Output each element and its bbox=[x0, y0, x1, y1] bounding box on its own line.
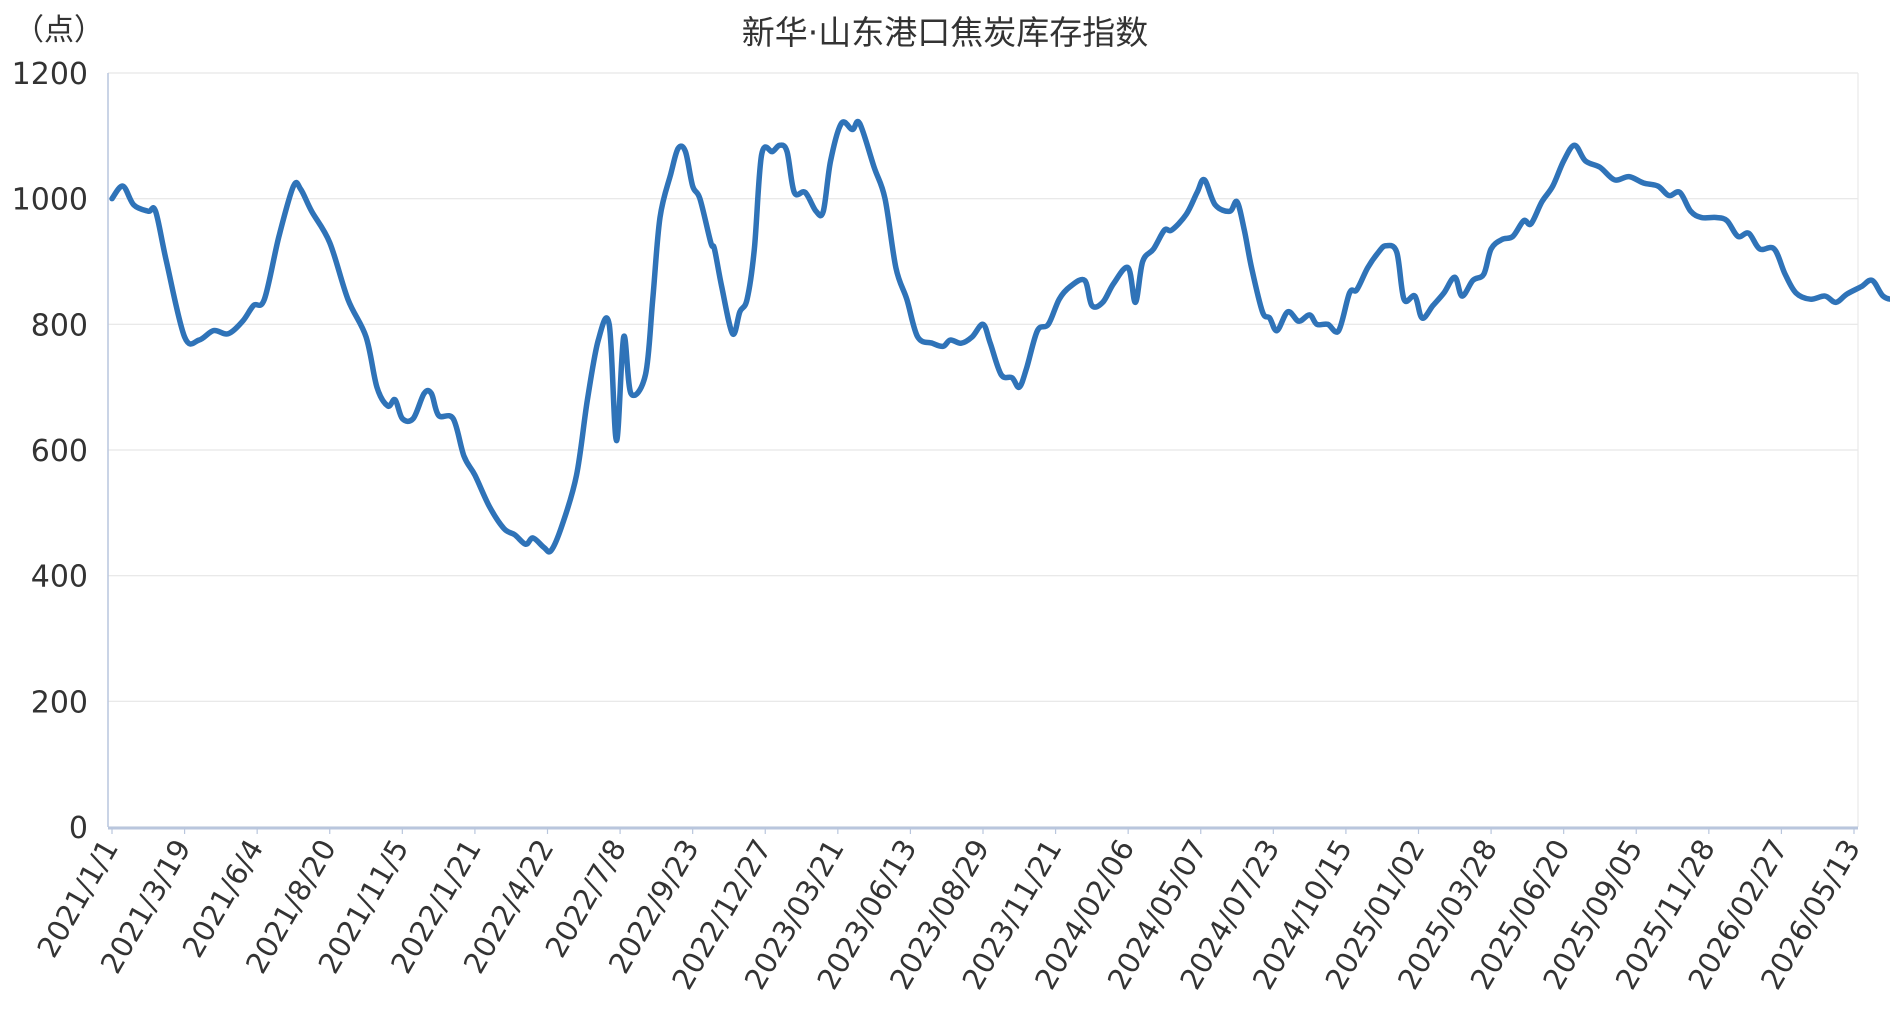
x-axis-ticks: 2021/1/12021/3/192021/6/42021/8/202021/1… bbox=[30, 828, 1867, 995]
y-tick-label: 800 bbox=[31, 308, 88, 343]
series-layer bbox=[109, 118, 1890, 555]
y-tick-label: 1200 bbox=[12, 57, 88, 92]
y-unit-label: （点） bbox=[14, 13, 104, 48]
chart-title: 新华·山东港口焦炭库存指数 bbox=[742, 13, 1149, 52]
y-tick-label: 0 bbox=[69, 811, 88, 846]
y-tick-label: 600 bbox=[31, 434, 88, 469]
series-line-0 bbox=[109, 118, 1890, 555]
y-axis-ticks: 0 200 400 600 800 1000 1200 bbox=[12, 57, 88, 846]
grid-lines bbox=[108, 72, 1858, 828]
y-tick-label: 400 bbox=[31, 560, 88, 595]
y-tick-label: 200 bbox=[31, 685, 88, 720]
y-tick-label: 1000 bbox=[12, 183, 88, 218]
